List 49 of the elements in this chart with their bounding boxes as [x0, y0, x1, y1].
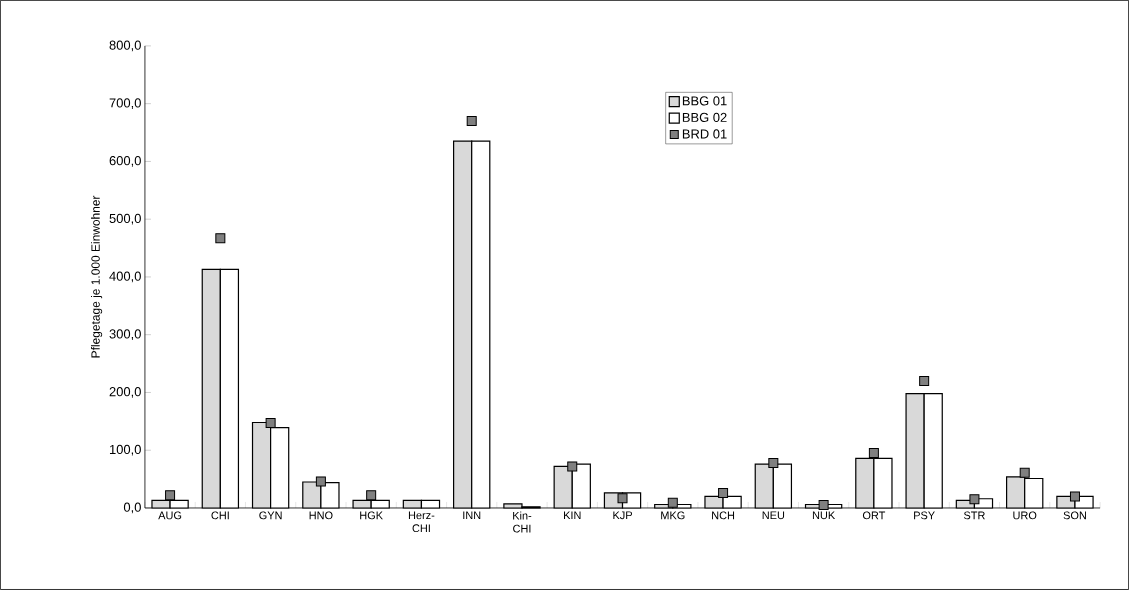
- x-tick-label: Kin- CHI: [513, 511, 532, 533]
- x-tick-label: HNO: [309, 511, 333, 520]
- point: [1019, 467, 1030, 478]
- y-tick-label: 100,0: [109, 444, 141, 456]
- x-tick-label: PSY: [914, 511, 935, 520]
- y-tick-label: 400,0: [109, 271, 141, 283]
- y-tick-label: 0,0: [123, 502, 141, 514]
- point: [165, 490, 176, 501]
- point: [919, 375, 930, 386]
- x-tick-label: NUK: [812, 511, 836, 520]
- point: [466, 116, 477, 127]
- x-tick-label: KIN: [564, 511, 581, 520]
- point: [868, 448, 879, 459]
- legend-label: BRD 01: [682, 129, 727, 139]
- x-tick-label: STR: [963, 511, 985, 520]
- point: [315, 476, 326, 487]
- legend-label: BBG 02: [682, 112, 727, 123]
- point: [366, 490, 377, 501]
- x-tick-label: INN: [463, 511, 481, 520]
- legend-label: BBG 01: [682, 96, 727, 106]
- point: [718, 488, 729, 499]
- y-tick-label: 200,0: [109, 387, 141, 398]
- point: [1069, 491, 1080, 502]
- x-tick-label: GYN: [259, 511, 282, 520]
- point: [818, 500, 829, 511]
- point: [265, 418, 276, 429]
- y-tick-label: 500,0: [109, 213, 141, 225]
- x-tick-label: NEU: [762, 511, 785, 520]
- x-tick-label: AUG: [158, 511, 182, 520]
- y-tick-label: 700,0: [109, 98, 141, 110]
- y-tick-label: 800,0: [109, 40, 141, 52]
- x-tick-label: ORT: [862, 511, 886, 520]
- point: [969, 494, 980, 505]
- point: [567, 461, 578, 472]
- y-tick-label: 300,0: [109, 329, 141, 341]
- x-tick-label: URO: [1013, 511, 1037, 520]
- point: [667, 497, 678, 508]
- y-axis-title: Pflegetage je 1.000 Einwohner: [91, 195, 103, 358]
- point: [768, 457, 779, 468]
- y-tick-label: 600,0: [109, 156, 141, 167]
- x-tick-label: NCH: [712, 511, 735, 520]
- x-tick-label: Herz- CHI: [408, 511, 435, 533]
- x-tick-label: CHI: [211, 511, 229, 520]
- x-tick-label: KJP: [613, 511, 632, 520]
- x-tick-label: MKG: [661, 511, 685, 520]
- point: [617, 493, 628, 504]
- x-tick-label: SON: [1063, 511, 1086, 520]
- point: [215, 233, 226, 244]
- x-tick-label: HGK: [360, 511, 383, 520]
